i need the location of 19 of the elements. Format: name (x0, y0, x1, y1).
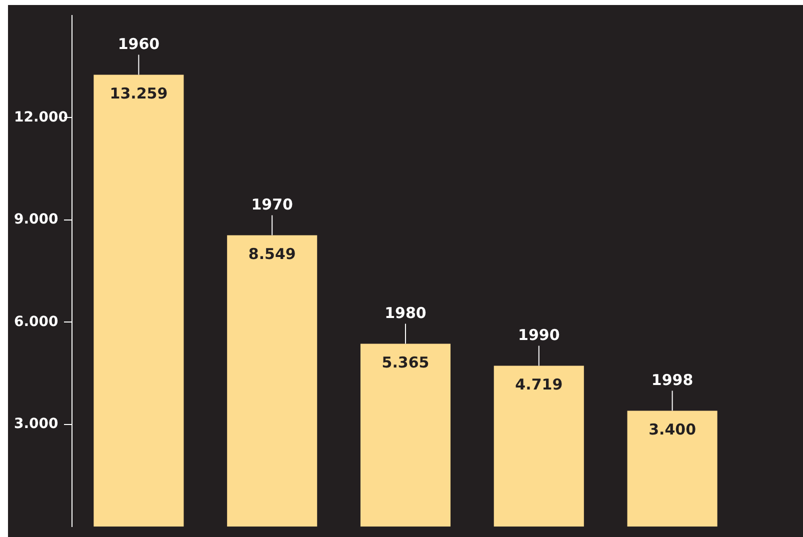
y-tick-label: 6.000 (14, 314, 59, 330)
annotation: 1998 (651, 371, 694, 390)
annotation: 1970 (251, 196, 293, 214)
y-tick-label: 12.000 (14, 109, 68, 126)
data-label: 8.549 (248, 245, 296, 264)
bar (627, 410, 718, 527)
bar (494, 366, 584, 527)
data-label: 4.719 (515, 376, 563, 394)
annotation: 1960 (118, 35, 160, 54)
bar (360, 344, 451, 527)
y-tick-label: 9.000 (14, 212, 59, 228)
data-label: 13.259 (110, 84, 168, 103)
bar (227, 235, 318, 527)
annotation: 1990 (518, 326, 560, 344)
data-label: 5.365 (382, 354, 430, 372)
bar (94, 74, 184, 527)
data-label: 3.400 (648, 420, 696, 439)
y-tick-label: 3.000 (14, 416, 59, 432)
annotation: 1980 (384, 304, 426, 322)
